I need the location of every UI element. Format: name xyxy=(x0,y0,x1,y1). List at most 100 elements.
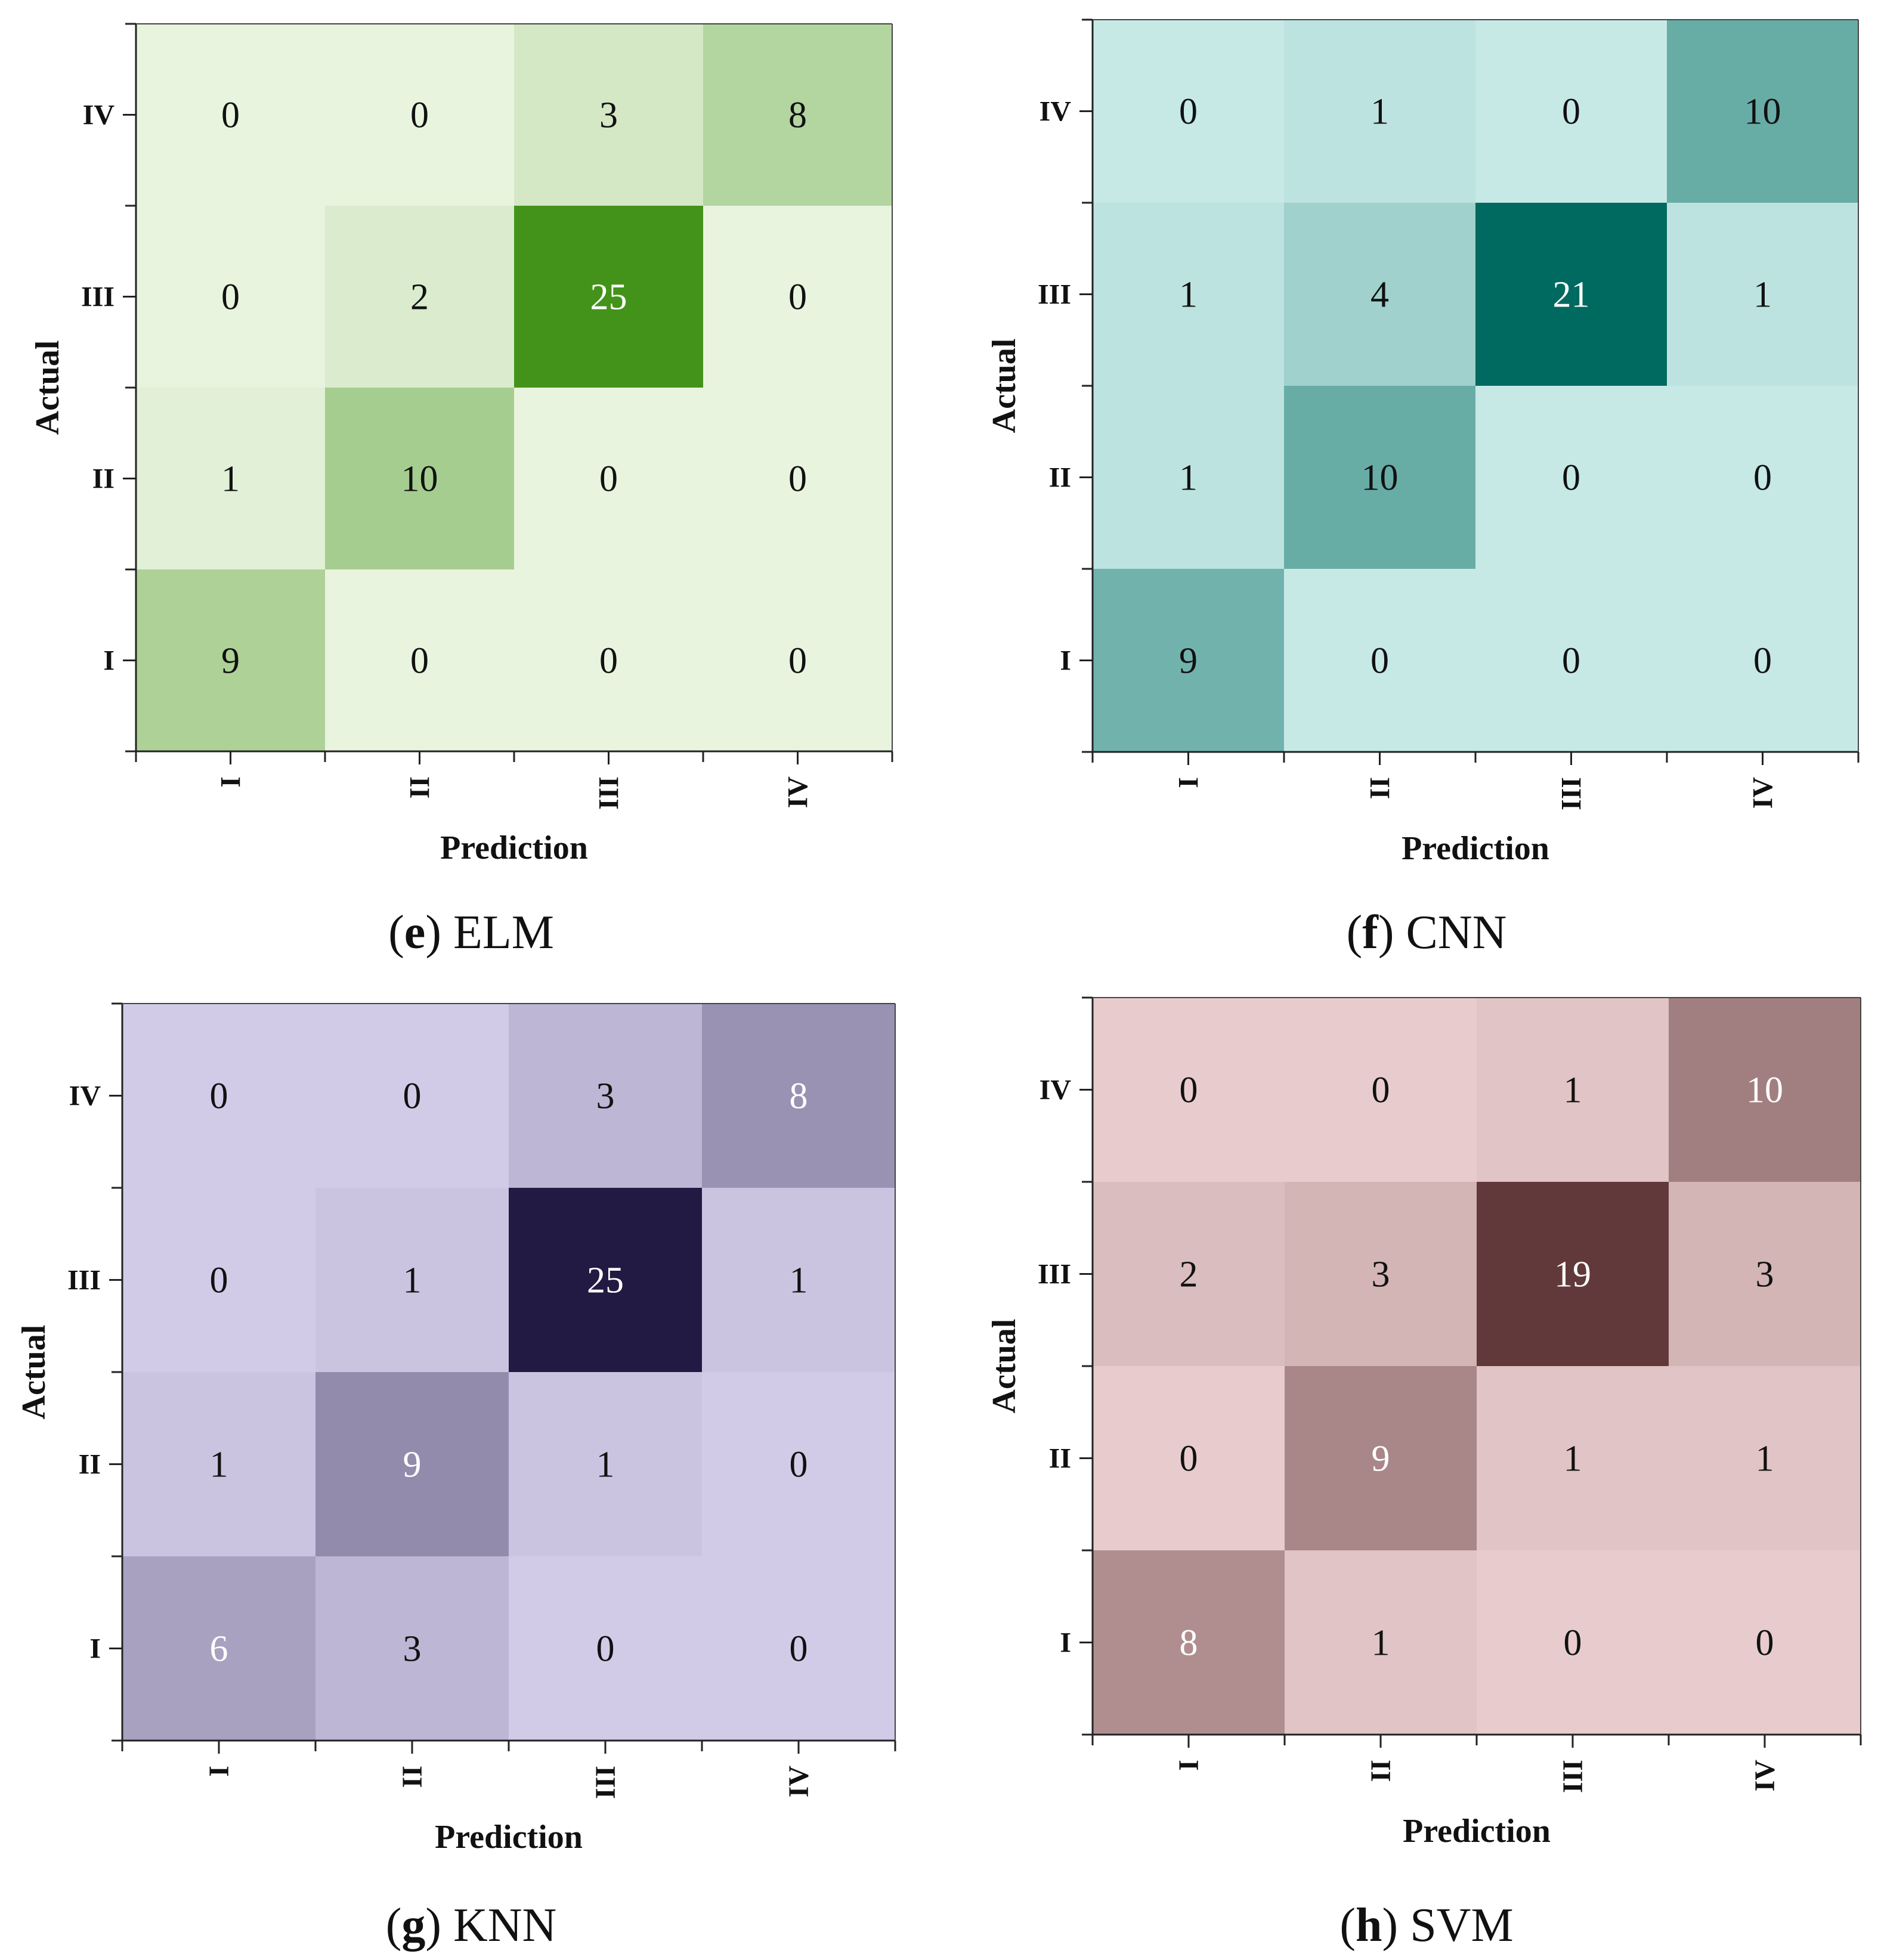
heatmap-cell xyxy=(1667,20,1859,203)
cell-value-label: 1 xyxy=(1564,1439,1582,1479)
cell-value-label: 9 xyxy=(1372,1439,1390,1479)
heatmap-cell xyxy=(325,206,515,388)
cell-value-label: 0 xyxy=(1562,458,1580,498)
panel-letter: g xyxy=(401,1899,425,1952)
cell-value-label: 0 xyxy=(221,95,240,136)
cell-value-label: 10 xyxy=(1744,92,1781,132)
heatmap-cell xyxy=(1669,1550,1861,1735)
heatmap-cell xyxy=(1284,203,1476,386)
cell-value-label: 0 xyxy=(410,95,429,136)
cell-value-label: 1 xyxy=(221,459,240,500)
cell-value-label: 1 xyxy=(403,1261,422,1301)
heatmap-cell xyxy=(1667,203,1859,386)
cell-value-label: 0 xyxy=(1179,92,1198,132)
heatmap-cell xyxy=(122,1556,316,1741)
y-tick-label: II xyxy=(1049,1443,1071,1475)
heatmap-cell xyxy=(1477,1182,1669,1367)
cell-value-label: 0 xyxy=(1180,1070,1198,1111)
panel-title: SVM xyxy=(1410,1899,1513,1952)
y-tick-label: III xyxy=(67,1265,101,1296)
heatmap-cell xyxy=(702,1372,896,1557)
heatmap-cell xyxy=(1475,20,1667,203)
x-tick-label: II xyxy=(397,1766,428,1788)
cell-value-label: 1 xyxy=(1372,1623,1390,1664)
y-tick-label: I xyxy=(1060,1627,1071,1659)
heatmap-cell xyxy=(1093,1182,1285,1367)
heatmap-cell xyxy=(315,1004,509,1188)
heatmap-cell xyxy=(702,1556,896,1741)
heatmap-cell xyxy=(122,1188,316,1373)
x-tick-label: II xyxy=(404,776,436,798)
cell-value-label: 25 xyxy=(590,277,627,318)
cell-value-label: 6 xyxy=(210,1629,228,1670)
y-tick-label: II xyxy=(1049,462,1071,494)
x-axis-title: Prediction xyxy=(440,829,588,866)
cell-value-label: 1 xyxy=(1370,92,1389,132)
heatmap-cell xyxy=(1477,998,1669,1182)
cell-value-label: 9 xyxy=(1179,641,1198,682)
cell-value-label: 25 xyxy=(587,1261,624,1301)
heatmap-cell xyxy=(1477,1550,1669,1735)
heatmap-cell xyxy=(509,1004,703,1188)
cell-value-label: 0 xyxy=(599,641,618,682)
heatmap-cell xyxy=(1093,569,1285,753)
y-tick-label: IV xyxy=(1040,1075,1072,1106)
y-tick-label: III xyxy=(1038,279,1071,311)
cell-value-label: 3 xyxy=(1756,1255,1774,1295)
heatmap-cell xyxy=(514,569,704,752)
y-tick-label: III xyxy=(1038,1259,1071,1290)
y-tick-label: I xyxy=(89,1633,101,1665)
cell-value-label: 1 xyxy=(1564,1070,1582,1111)
heatmap-cell xyxy=(703,206,893,388)
cell-value-label: 0 xyxy=(790,1629,808,1670)
cell-value-label: 1 xyxy=(1756,1439,1774,1479)
cell-value-label: 0 xyxy=(788,459,807,500)
panel-title: ELM xyxy=(453,906,554,959)
panel-title: CNN xyxy=(1406,906,1507,959)
x-tick-label: I xyxy=(203,1766,235,1777)
heatmap-cell xyxy=(136,388,326,570)
x-tick-label: III xyxy=(1556,777,1588,810)
x-axis-title: Prediction xyxy=(435,1819,583,1856)
x-tick-label: II xyxy=(1365,1760,1397,1782)
cell-value-label: 10 xyxy=(401,459,438,500)
cell-value-label: 1 xyxy=(1753,275,1772,315)
heatmap-cell xyxy=(514,206,704,388)
heatmap-cell xyxy=(1667,569,1859,753)
heatmap-cell xyxy=(509,1372,703,1557)
heatmap-cell xyxy=(1284,569,1476,753)
heatmap-cell xyxy=(325,569,515,752)
cell-value-label: 2 xyxy=(410,277,429,318)
x-tick-label: IV xyxy=(1749,1760,1781,1792)
heatmap-cell xyxy=(1093,386,1285,569)
heatmap-cell xyxy=(514,388,704,570)
y-tick-label: IV xyxy=(1040,96,1072,128)
heatmap-cell xyxy=(702,1004,896,1188)
cell-value-label: 0 xyxy=(1370,641,1389,682)
heatmap-cell xyxy=(315,1372,509,1557)
x-tick-label: III xyxy=(1557,1760,1589,1793)
heatmap-cell xyxy=(1093,20,1285,203)
heatmap-cell xyxy=(1669,998,1861,1182)
heatmap-cell xyxy=(703,569,893,752)
heatmap-cell xyxy=(1285,1366,1477,1551)
panel-letter: e xyxy=(404,906,426,959)
cell-value-label: 0 xyxy=(790,1445,808,1485)
cell-value-label: 19 xyxy=(1554,1255,1591,1295)
heatmap-cell xyxy=(1285,1182,1477,1367)
cell-value-label: 0 xyxy=(1753,641,1772,682)
y-tick-label: II xyxy=(92,463,115,495)
panel-caption: (h) SVM xyxy=(1339,1899,1513,1952)
heatmap-cell xyxy=(1285,1550,1477,1735)
heatmap-cell xyxy=(315,1556,509,1741)
y-tick-label: I xyxy=(1060,645,1071,677)
y-tick-label: I xyxy=(103,645,115,677)
cell-value-label: 3 xyxy=(1372,1255,1390,1295)
cell-value-label: 0 xyxy=(410,641,429,682)
heatmap-cell xyxy=(136,24,326,206)
cell-value-label: 0 xyxy=(403,1076,422,1117)
cell-value-label: 0 xyxy=(1372,1070,1390,1111)
cell-value-label: 0 xyxy=(1756,1623,1774,1664)
